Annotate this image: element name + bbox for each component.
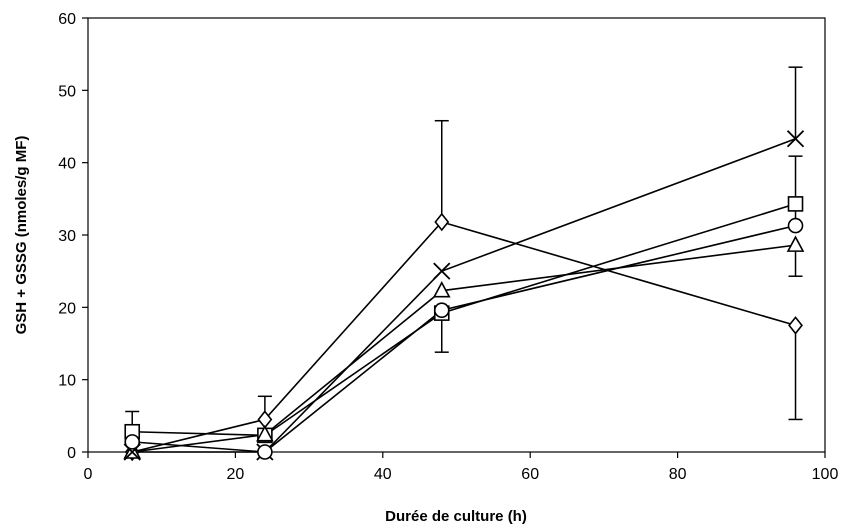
marker-diamond [788, 316, 803, 335]
x-axis-title: Durée de culture (h) [385, 508, 527, 525]
y-tick-label: 10 [58, 373, 76, 390]
axis-ticks [82, 17, 826, 458]
x-tick-label: 100 [812, 466, 839, 483]
plot-area [87, 17, 826, 453]
marker-x-stroke [433, 262, 451, 280]
data-markers [123, 130, 805, 462]
y-tick-label: 50 [58, 83, 76, 100]
series-line-x [132, 138, 796, 453]
marker-triangle [432, 281, 451, 298]
marker-triangle [256, 424, 274, 442]
marker-square [787, 196, 804, 212]
series-line-diamond [132, 221, 796, 453]
y-tick-label: 60 [58, 11, 76, 28]
series-line-circle [132, 224, 796, 453]
x-tick-label: 40 [374, 466, 392, 483]
marker-x [786, 130, 805, 148]
marker-circle [433, 302, 450, 319]
x-tick-label: 60 [521, 466, 539, 483]
series-lines [132, 138, 796, 453]
y-tick-label: 20 [58, 300, 76, 317]
error-bars [125, 66, 803, 432]
marker-circle [787, 217, 804, 234]
marker-diamond [434, 212, 450, 232]
x-tick-label: 20 [227, 466, 245, 483]
plot-border [87, 17, 826, 453]
y-tick-label: 0 [67, 445, 76, 462]
marker-x [433, 262, 451, 280]
y-axis-title: GSH + GSSG (nmoles/g MF) [13, 136, 30, 335]
x-tick-label: 0 [84, 466, 93, 483]
marker-triangle [786, 235, 805, 252]
tick-labels: 0 20 40 60 80 100 0 10 20 30 40 50 60 [58, 11, 838, 483]
x-tick-label: 80 [669, 466, 687, 483]
series-line-square [132, 203, 796, 437]
marker-x-stroke [786, 130, 805, 148]
marker-circle [257, 444, 273, 460]
y-tick-label: 30 [58, 228, 76, 245]
series-line-triangle [132, 244, 796, 453]
marker-circle [124, 434, 141, 450]
y-tick-label: 40 [58, 156, 76, 173]
